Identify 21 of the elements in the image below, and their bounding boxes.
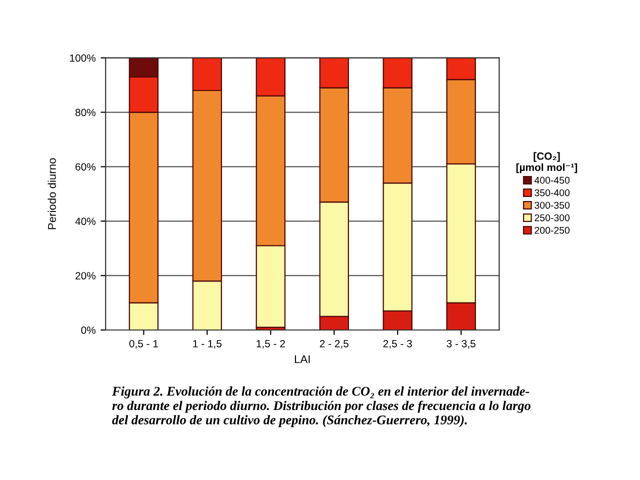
y-tick-label: 80% bbox=[75, 108, 96, 116]
legend-label: 200-250 bbox=[534, 226, 570, 234]
x-tick-label: 3 - 3,5 bbox=[446, 340, 476, 349]
legend-label: 250-300 bbox=[534, 214, 570, 222]
legend-title: [CO₂] [µmol mol⁻¹] bbox=[516, 152, 578, 174]
legend-label: 400-450 bbox=[534, 176, 570, 184]
y-tick-label: 100% bbox=[70, 54, 96, 62]
x-axis-title: LAI bbox=[294, 355, 310, 364]
x-tick-label: 0,5 - 1 bbox=[129, 340, 158, 349]
y-tick-label: 60% bbox=[76, 163, 96, 171]
x-tick-label: 1,5 - 2 bbox=[256, 340, 285, 349]
y-axis-title: Periodo diurno bbox=[48, 158, 56, 230]
y-tick-label: 40% bbox=[75, 218, 96, 226]
x-tick-label: 2,5 - 3 bbox=[383, 340, 412, 349]
x-tick-label: 1 - 1,5 bbox=[193, 340, 222, 349]
legend-label: 350-400 bbox=[534, 189, 570, 196]
text: Figura 2. Evolución de la concentración de CO₂ en el interior del invernade- ro durante el periodo diurno. Distribución por clases de frecuencia a lo largo del desarrollo de un cultivo de pepino. (Sánchez-Guerrero, 1999). bbox=[112, 386, 530, 428]
y-tick-label: 0% bbox=[81, 326, 96, 334]
x-tick-label: 2 - 2,5 bbox=[320, 340, 348, 349]
legend-label: 300-350 bbox=[534, 202, 570, 209]
y-tick-label: 20% bbox=[76, 272, 96, 280]
